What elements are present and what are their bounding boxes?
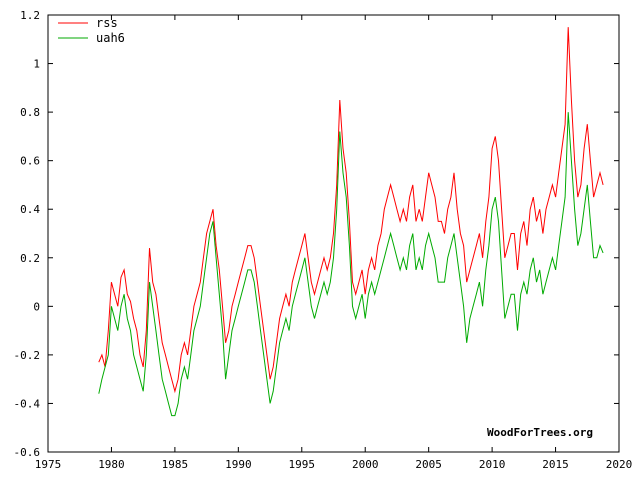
y-tick-label: 0.6 xyxy=(20,155,40,168)
y-tick-label: -0.6 xyxy=(14,446,41,459)
y-tick-label: 1 xyxy=(33,58,40,71)
x-tick-label: 1985 xyxy=(162,458,189,471)
y-tick-labels: -0.6 -0.4 -0.2 0 0.2 0.4 0.6 0.8 1 1.2 xyxy=(14,9,41,459)
axis-ticks xyxy=(47,14,620,453)
x-tick-label: 2020 xyxy=(606,458,633,471)
y-tick-label: -0.2 xyxy=(14,349,41,362)
y-tick-label: 0.8 xyxy=(20,106,40,119)
series-line-uah6 xyxy=(98,112,604,417)
legend-label-rss: rss xyxy=(96,16,118,30)
x-tick-label: 2015 xyxy=(542,458,569,471)
y-tick-label: -0.4 xyxy=(14,397,41,410)
x-tick-label: 2005 xyxy=(415,458,442,471)
y-tick-label: 1.2 xyxy=(20,9,40,22)
x-tick-label: 1995 xyxy=(289,458,316,471)
x-tick-label: 2010 xyxy=(479,458,506,471)
series-layer xyxy=(98,27,604,417)
y-tick-label: 0.2 xyxy=(20,252,40,265)
credit-label: WoodForTrees.org xyxy=(487,426,593,439)
y-tick-label: 0 xyxy=(33,300,40,313)
x-tick-label: 1975 xyxy=(35,458,62,471)
x-tick-label: 1980 xyxy=(98,458,125,471)
legend-label-uah6: uah6 xyxy=(96,31,125,45)
series-line-rss xyxy=(98,27,604,394)
x-tick-label: 2000 xyxy=(352,458,379,471)
legend: rss uah6 xyxy=(58,16,125,45)
plot-area-frame xyxy=(47,14,620,453)
y-tick-label: 0.4 xyxy=(20,203,40,216)
x-tick-labels: 1975 1980 1985 1990 1995 2000 2005 2010 2015 2020 xyxy=(35,458,633,471)
x-tick-label: 1990 xyxy=(225,458,252,471)
